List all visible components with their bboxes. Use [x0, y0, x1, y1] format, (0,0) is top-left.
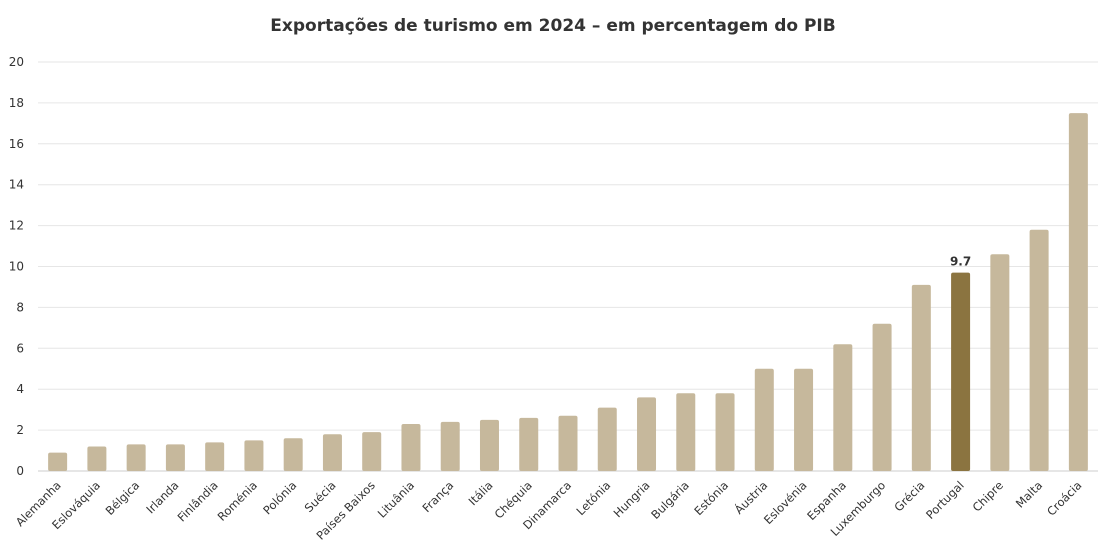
chart-title: Exportações de turismo em 2024 – em perc…: [270, 16, 835, 36]
bar-eslovénia: [794, 368, 814, 471]
y-tick-label: 12: [9, 219, 24, 233]
bar-chéquia: [519, 417, 539, 471]
x-tick-label: Polónia: [260, 478, 299, 517]
bar-espanha: [833, 344, 853, 471]
bar-bélgica: [126, 444, 146, 471]
x-tick-label: Croácia: [1044, 478, 1084, 518]
data-label: 9.7: [950, 255, 971, 269]
x-tick-label: Eslovénia: [761, 478, 810, 527]
x-tick-label: Suécia: [302, 478, 339, 515]
bar-letónia: [597, 407, 617, 471]
bar-croácia: [1068, 113, 1088, 471]
bar-luxemburgo: [872, 323, 892, 471]
bar-malta: [1029, 229, 1049, 471]
bar-grécia: [911, 284, 931, 471]
bar-irlanda: [165, 444, 185, 471]
gridlines: [38, 61, 1098, 472]
bar-lituânia: [401, 423, 421, 471]
bars: 9.7: [48, 113, 1088, 471]
x-tick-label: Letónia: [574, 478, 614, 518]
y-tick-label: 6: [16, 341, 24, 355]
y-tick-label: 2: [16, 423, 24, 437]
bar-suécia: [322, 434, 342, 471]
y-tick-label: 16: [9, 137, 24, 151]
bar-polónia: [283, 438, 303, 471]
x-tick-label: Finlândia: [175, 478, 221, 524]
bar-portugal: [951, 272, 971, 471]
x-tick-label: Itália: [466, 478, 496, 508]
bar-roménia: [244, 440, 264, 471]
x-tick-label: Bélgica: [103, 478, 143, 518]
y-tick-label: 18: [9, 96, 24, 110]
x-tick-label: Áustria: [731, 478, 770, 517]
bar-itália: [479, 419, 499, 471]
x-tick-label: Bulgária: [648, 478, 692, 522]
x-tick-label: Portugal: [923, 478, 967, 522]
bar-dinamarca: [558, 415, 578, 471]
bar-frança: [440, 421, 460, 471]
bar-finlândia: [205, 442, 225, 471]
bar-eslováquia: [87, 446, 107, 471]
bar-chipre: [990, 254, 1010, 471]
y-tick-label: 4: [16, 382, 24, 396]
bar-estónia: [715, 393, 735, 471]
y-tick-label: 10: [9, 260, 24, 274]
x-tick-label: Malta: [1013, 478, 1045, 510]
x-tick-label: Roménia: [215, 478, 260, 523]
x-tick-label: Grécia: [891, 478, 927, 514]
y-tick-label: 20: [9, 55, 24, 69]
bar-bulgária: [676, 393, 696, 471]
x-tick-label: Chipre: [970, 478, 1006, 514]
y-axis: 0 2 4 6 8 10 12 14 16 18 20: [9, 55, 24, 478]
y-tick-label: 0: [16, 464, 24, 478]
bar-alemanha: [48, 452, 68, 471]
x-tick-label: Estónia: [691, 478, 731, 518]
x-tick-label: França: [419, 478, 456, 515]
y-tick-label: 14: [9, 178, 24, 192]
x-tick-label: Lituânia: [375, 478, 417, 520]
bar-hungria: [637, 397, 657, 471]
bar-países-baixos: [362, 432, 382, 471]
y-tick-label: 8: [16, 300, 24, 314]
x-tick-label: Irlanda: [143, 478, 181, 516]
x-tick-label: Hungria: [611, 478, 653, 520]
bar-áustria: [754, 368, 774, 471]
